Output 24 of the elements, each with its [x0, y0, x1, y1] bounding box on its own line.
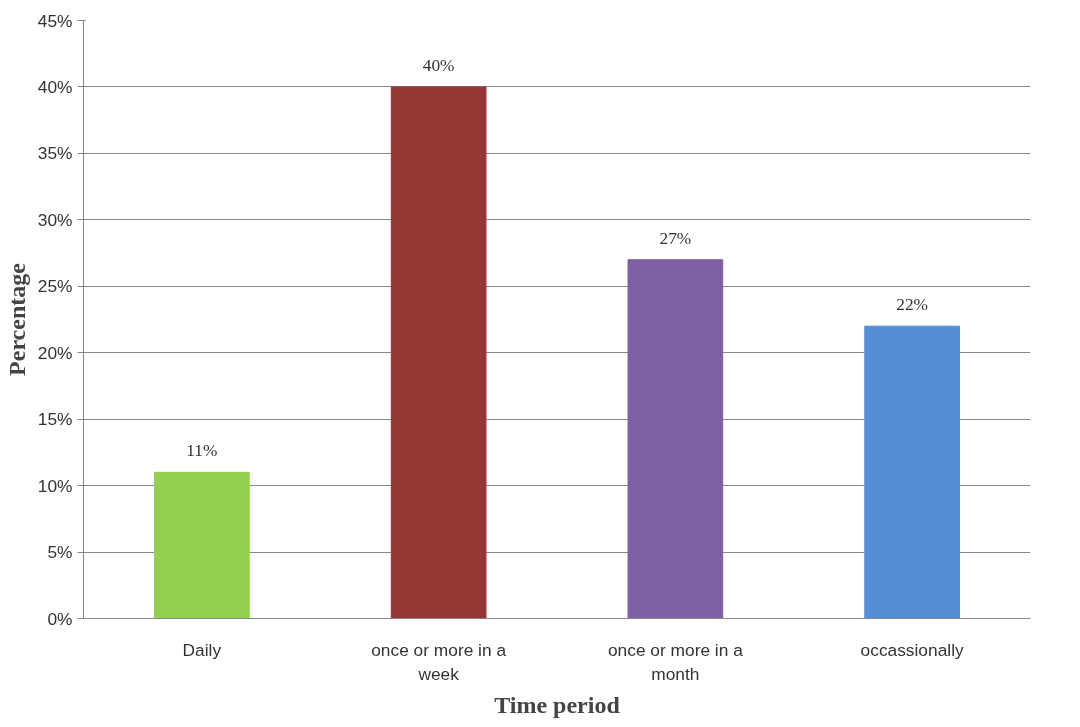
y-tick-label: 10%: [37, 475, 73, 496]
y-tick-label: 5%: [47, 542, 73, 563]
y-tick-label: 40%: [37, 76, 73, 97]
y-tick-label: 30%: [37, 209, 73, 230]
x-tick-label: Daily: [182, 639, 222, 660]
data-label: 22%: [896, 295, 929, 315]
data-label: 27%: [659, 228, 692, 248]
bar: [154, 471, 250, 619]
y-tick-label: 0%: [47, 608, 73, 629]
y-tick-label: 20%: [37, 342, 73, 363]
x-tick-label: once or more in a month: [607, 639, 744, 684]
bar: [627, 259, 724, 619]
y-tick-label: 15%: [37, 409, 73, 430]
y-tick-label: 45%: [37, 10, 73, 31]
y-axis-title: Percentage: [3, 262, 30, 376]
y-tick-label: 35%: [37, 143, 73, 164]
bar: [390, 86, 487, 619]
x-tick-label: once or more in a week: [371, 639, 507, 684]
data-label: 11%: [186, 441, 218, 461]
x-axis-title: Time period: [494, 691, 621, 718]
bar: [864, 325, 960, 619]
x-tick-label: occassionally: [860, 639, 964, 660]
data-label: 40%: [422, 55, 455, 75]
y-tick-label: 25%: [37, 276, 73, 297]
